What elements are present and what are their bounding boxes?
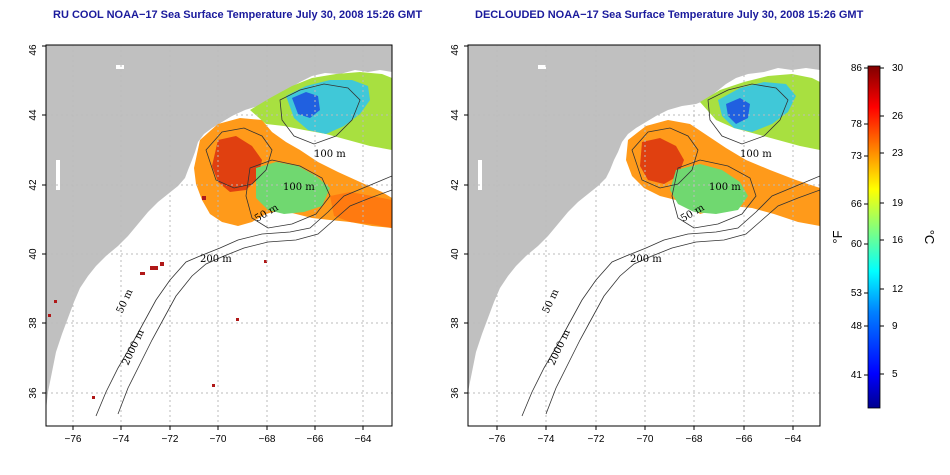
x-tick-label: −70 (637, 434, 654, 445)
x-tick-label: −74 (113, 434, 130, 445)
y-tick-label: 36 (28, 387, 39, 399)
f-tick-label: 78 (851, 119, 863, 130)
colorbar-celsius-labels: 30 26 23 19 16 12 9 5 (892, 63, 904, 380)
y-tick-label: 40 (28, 248, 39, 260)
c-tick-label: 12 (892, 284, 904, 295)
cloud-noise-pixels (48, 196, 267, 399)
x-tick-label: −72 (588, 434, 605, 445)
map-panel-right: 100 m 100 m 50 m 200 m 50 m 2000 m −76 −… (450, 44, 821, 445)
x-tick-label: −72 (162, 434, 179, 445)
x-tick-label: −66 (736, 434, 753, 445)
f-tick-label: 48 (851, 321, 863, 332)
y-tick-label: 40 (450, 248, 461, 260)
c-tick-label: 5 (892, 369, 898, 380)
sst-hot-region (212, 136, 262, 192)
panel-title-left: RU COOL NOAA−17 Sea Surface Temperature … (53, 9, 423, 21)
x-tick-label: −68 (686, 434, 703, 445)
x-tick-label: −70 (210, 434, 227, 445)
panel-title-right: DECLOUDED NOAA−17 Sea Surface Temperatur… (475, 9, 864, 21)
x-tick-label: −74 (538, 434, 555, 445)
x-tick-label: −66 (307, 434, 324, 445)
colorbar-unit-celsius: °C (922, 230, 937, 245)
y-tick-labels-left: 36 38 40 42 44 46 (28, 44, 39, 399)
y-tick-label: 38 (28, 317, 39, 329)
c-tick-label: 19 (892, 198, 904, 209)
y-tick-label: 46 (28, 44, 39, 56)
white-land-lakes (56, 65, 124, 190)
y-tick-label: 42 (450, 179, 461, 191)
colorbar-fahrenheit-ticks (864, 67, 868, 376)
x-tick-label: −76 (489, 434, 506, 445)
x-axis-left (72, 426, 364, 430)
colorbar-unit-fahrenheit: °F (830, 230, 845, 243)
f-tick-label: 41 (851, 370, 863, 381)
y-tick-label: 36 (450, 387, 461, 399)
contour-label-100m-b: 100 m (709, 182, 741, 193)
land-mass (468, 45, 820, 392)
gridlines-left (46, 45, 392, 426)
bathymetry-contours-left (95, 83, 392, 417)
x-tick-labels-left: −76 −74 −72 −70 −68 −66 −64 (65, 434, 372, 445)
f-tick-label: 60 (851, 239, 863, 250)
x-axis-right (496, 426, 794, 430)
contour-label-200m: 200 m (200, 254, 232, 265)
contour-label-200m: 200 m (630, 254, 662, 265)
f-tick-label: 86 (851, 63, 863, 74)
x-tick-label: −64 (785, 434, 802, 445)
c-tick-label: 26 (892, 111, 904, 122)
sst-cold-region (292, 92, 320, 118)
colorbar-gradient (867, 65, 881, 409)
y-tick-labels-right: 36 38 40 42 44 46 (450, 44, 461, 399)
colorbar: 86 78 73 66 60 53 48 41 30 26 23 19 16 1… (830, 63, 937, 409)
map-frame-right (467, 44, 821, 427)
c-tick-label: 23 (892, 148, 904, 159)
x-tick-label: −68 (259, 434, 276, 445)
colorbar-celsius-ticks (880, 67, 884, 375)
y-axis-right (464, 45, 468, 394)
y-tick-label: 44 (28, 109, 39, 121)
f-tick-label: 53 (851, 288, 863, 299)
contour-label-100m-b: 100 m (283, 182, 315, 193)
y-tick-label: 38 (450, 317, 461, 329)
sst-cold-region (726, 98, 750, 124)
y-axis-left (42, 45, 46, 394)
sst-hot-region (640, 138, 684, 184)
y-tick-label: 42 (28, 179, 39, 191)
gridlines-right (468, 45, 820, 426)
contour-label-100m-a: 100 m (314, 149, 346, 160)
bathymetry-contours-right (521, 83, 820, 417)
colorbar-fahrenheit-labels: 86 78 73 66 60 53 48 41 (851, 63, 863, 381)
c-tick-label: 9 (892, 321, 898, 332)
contour-label-100m-a: 100 m (740, 149, 772, 160)
map-panel-left: 100 m 100 m 50 m 200 m 50 m 2000 m −76 −… (28, 44, 393, 445)
x-tick-label: −76 (65, 434, 82, 445)
x-tick-labels-right: −76 −74 −72 −70 −68 −66 −64 (489, 434, 802, 445)
land-mass (46, 45, 392, 410)
map-frame-left (45, 44, 393, 427)
sst-warm-offshore (330, 192, 392, 228)
f-tick-label: 73 (851, 151, 863, 162)
sst-green-shelf (256, 162, 330, 214)
y-tick-label: 46 (450, 44, 461, 56)
f-tick-label: 66 (851, 199, 863, 210)
c-tick-label: 16 (892, 235, 904, 246)
c-tick-label: 30 (892, 63, 904, 74)
white-land-lakes (478, 65, 546, 190)
y-tick-label: 44 (450, 109, 461, 121)
x-tick-label: −64 (355, 434, 372, 445)
sst-green-shelf (670, 164, 748, 214)
